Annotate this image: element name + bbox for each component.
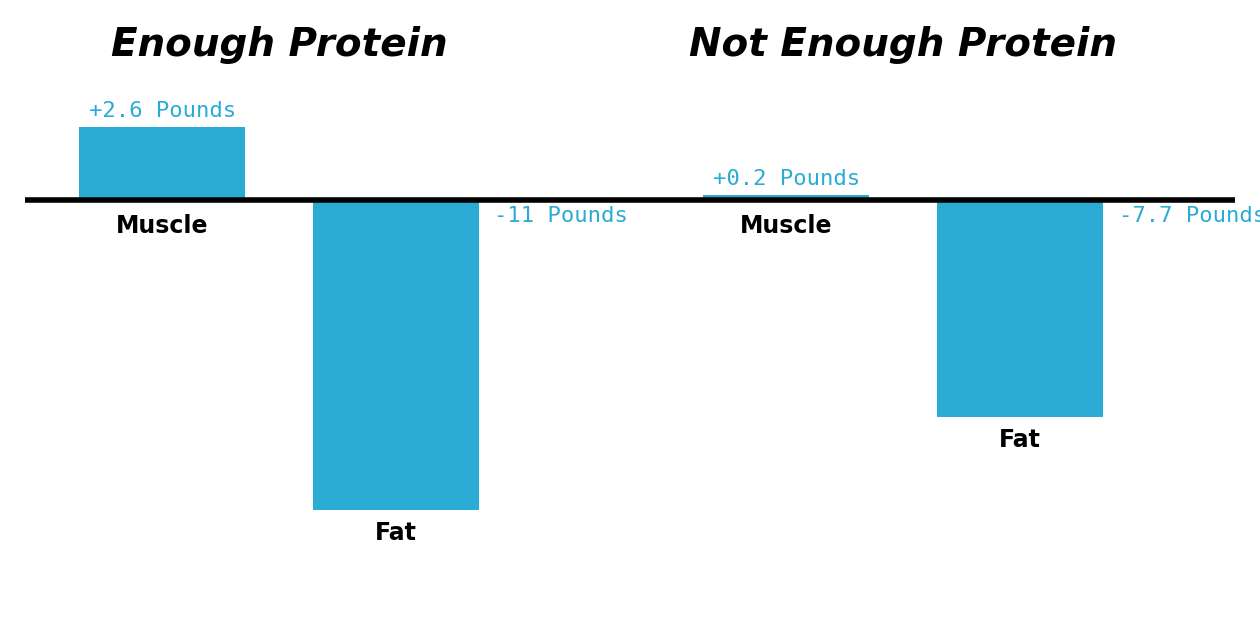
- Text: +0.2 Pounds: +0.2 Pounds: [713, 169, 861, 189]
- Text: Enough Protein: Enough Protein: [111, 26, 447, 64]
- Text: -7.7 Pounds: -7.7 Pounds: [1119, 206, 1260, 226]
- Bar: [312, 200, 479, 510]
- Text: Muscle: Muscle: [740, 214, 833, 239]
- Text: Fat: Fat: [999, 428, 1041, 453]
- Bar: [703, 195, 869, 200]
- Text: -11 Pounds: -11 Pounds: [494, 206, 629, 226]
- Bar: [79, 127, 244, 200]
- Text: Fat: Fat: [375, 521, 417, 545]
- Bar: [937, 200, 1102, 418]
- Text: +2.6 Pounds: +2.6 Pounds: [88, 101, 236, 121]
- Text: Not Enough Protein: Not Enough Protein: [689, 26, 1118, 64]
- Text: Muscle: Muscle: [116, 214, 208, 239]
